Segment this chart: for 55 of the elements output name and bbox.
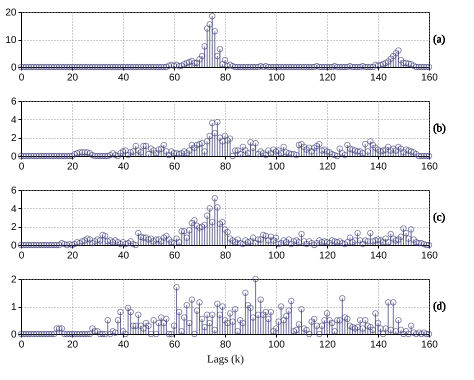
x-tick-label: 40 <box>118 340 130 350</box>
x-tick-label: 100 <box>268 340 286 350</box>
x-tick-label: 100 <box>268 72 286 84</box>
y-tick-label: 20 <box>5 8 17 18</box>
y-tick-label: 4 <box>10 204 17 215</box>
x-tick-label: 100 <box>268 250 286 262</box>
x-axis-title: Lags (k) <box>207 354 244 366</box>
y-tick-label: 4 <box>10 114 17 126</box>
y-tick-label: 0 <box>10 330 17 340</box>
x-tick-label: 40 <box>118 250 130 262</box>
x-tick-label: 80 <box>220 72 232 84</box>
text: (d) <box>433 300 446 312</box>
x-tick-label: 0 <box>18 250 25 262</box>
x-tick-label: 160 <box>421 162 438 172</box>
x-tick-label: 20 <box>66 162 78 172</box>
x-tick-label: 40 <box>118 72 130 84</box>
x-tick-label: 120 <box>319 340 336 350</box>
x-tick-label: 20 <box>66 340 78 350</box>
x-tick-label: 140 <box>370 72 388 84</box>
x-tick-label: 160 <box>421 340 438 350</box>
x-tick-label: 20 <box>66 72 78 84</box>
y-tick-label: 2 <box>10 274 17 286</box>
x-tick-label: 160 <box>421 250 438 262</box>
x-tick-label: 20 <box>66 250 78 262</box>
x-tick-label: 60 <box>168 340 180 350</box>
y-tick-label: 6 <box>10 96 17 108</box>
y-tick-label: 0 <box>10 152 17 162</box>
x-tick-label: 60 <box>168 72 180 84</box>
x-tick-label: 140 <box>370 250 388 262</box>
x-tick-label: 80 <box>220 162 232 172</box>
x-tick-label: 140 <box>370 340 388 350</box>
y-tick-label: 1 <box>10 302 17 313</box>
text: (c) <box>433 212 446 224</box>
x-tick-label: 120 <box>319 250 336 262</box>
x-tick-label: 0 <box>18 162 25 172</box>
y-tick-label: 2 <box>10 222 17 234</box>
x-tick-label: 60 <box>168 162 180 172</box>
x-tick-label: 120 <box>319 162 336 172</box>
x-tick-label: 160 <box>421 72 438 84</box>
text: (a) <box>433 34 446 46</box>
x-tick-label: 80 <box>220 340 232 350</box>
x-tick-label: 0 <box>18 72 25 84</box>
y-tick-label: 2 <box>10 133 17 144</box>
y-tick-label: 10 <box>5 35 17 46</box>
x-tick-label: 60 <box>168 250 180 262</box>
y-tick-label: 6 <box>10 186 17 196</box>
y-tick-label: 0 <box>10 240 17 252</box>
x-tick-label: 120 <box>319 72 336 84</box>
x-tick-label: 80 <box>220 250 232 262</box>
x-tick-label: 0 <box>18 340 25 350</box>
text: (b) <box>433 122 446 134</box>
y-tick-label: 0 <box>10 62 17 74</box>
x-tick-label: 140 <box>370 162 388 172</box>
x-tick-label: 40 <box>118 162 130 172</box>
x-tick-label: 100 <box>268 162 286 172</box>
